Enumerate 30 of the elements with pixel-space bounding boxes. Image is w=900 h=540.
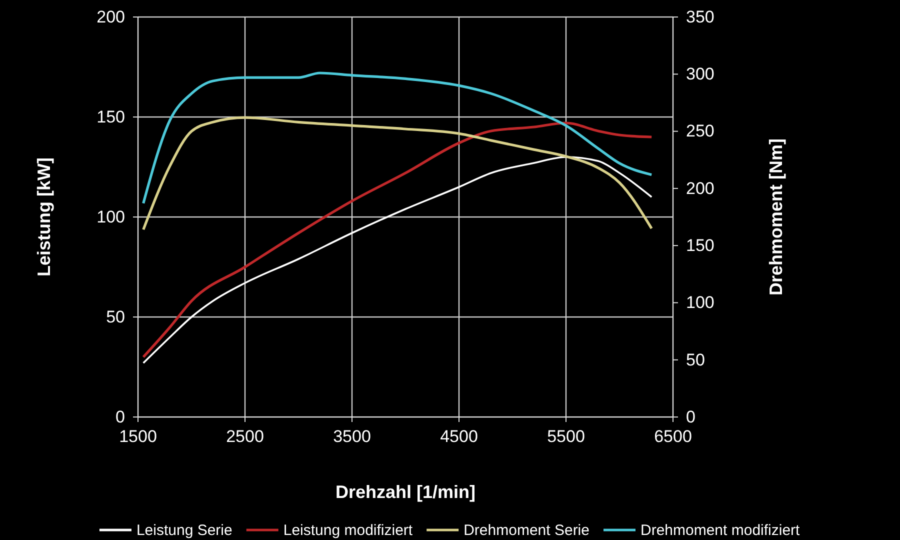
y2-tick-label: 50 bbox=[686, 350, 705, 370]
x-tick-label: 2500 bbox=[226, 427, 264, 446]
legend-label: Drehmoment Serie bbox=[464, 522, 590, 539]
y-tick-label: 50 bbox=[106, 307, 125, 326]
legend-label: Drehmoment modifiziert bbox=[640, 522, 801, 539]
y2-tick-label: 100 bbox=[686, 293, 714, 312]
y2-axis-title: Drehmoment [Nm] bbox=[766, 138, 786, 296]
y-tick-label: 150 bbox=[96, 107, 125, 126]
y2-tick-label: 200 bbox=[686, 178, 714, 198]
y2-tick-label: 350 bbox=[686, 7, 714, 26]
legend-label: Leistung Serie bbox=[136, 522, 232, 539]
x-tick-label: 1500 bbox=[119, 427, 157, 446]
line-series bbox=[142, 122, 653, 358]
y-tick-label: 200 bbox=[96, 7, 125, 26]
y-tick-label: 100 bbox=[96, 207, 125, 226]
x-tick-label: 5500 bbox=[547, 427, 585, 446]
legend-label: Leistung modifiziert bbox=[283, 522, 414, 539]
y2-tick-label: 300 bbox=[686, 64, 714, 84]
x-tick-label: 6500 bbox=[654, 427, 692, 446]
y2-tick-label: 0 bbox=[686, 407, 696, 426]
x-tick-label: 3500 bbox=[333, 427, 371, 446]
line-series bbox=[142, 156, 652, 364]
y2-tick-label: 250 bbox=[686, 122, 714, 141]
y-axis-title: Leistung [kW] bbox=[34, 158, 54, 276]
line-series bbox=[142, 116, 653, 231]
y2-tick-label: 150 bbox=[686, 236, 714, 256]
x-axis-title: Drehzahl [1/min] bbox=[335, 482, 476, 502]
x-tick-label: 4500 bbox=[440, 427, 478, 446]
y-tick-label: 0 bbox=[116, 407, 125, 426]
line-series bbox=[142, 72, 653, 205]
